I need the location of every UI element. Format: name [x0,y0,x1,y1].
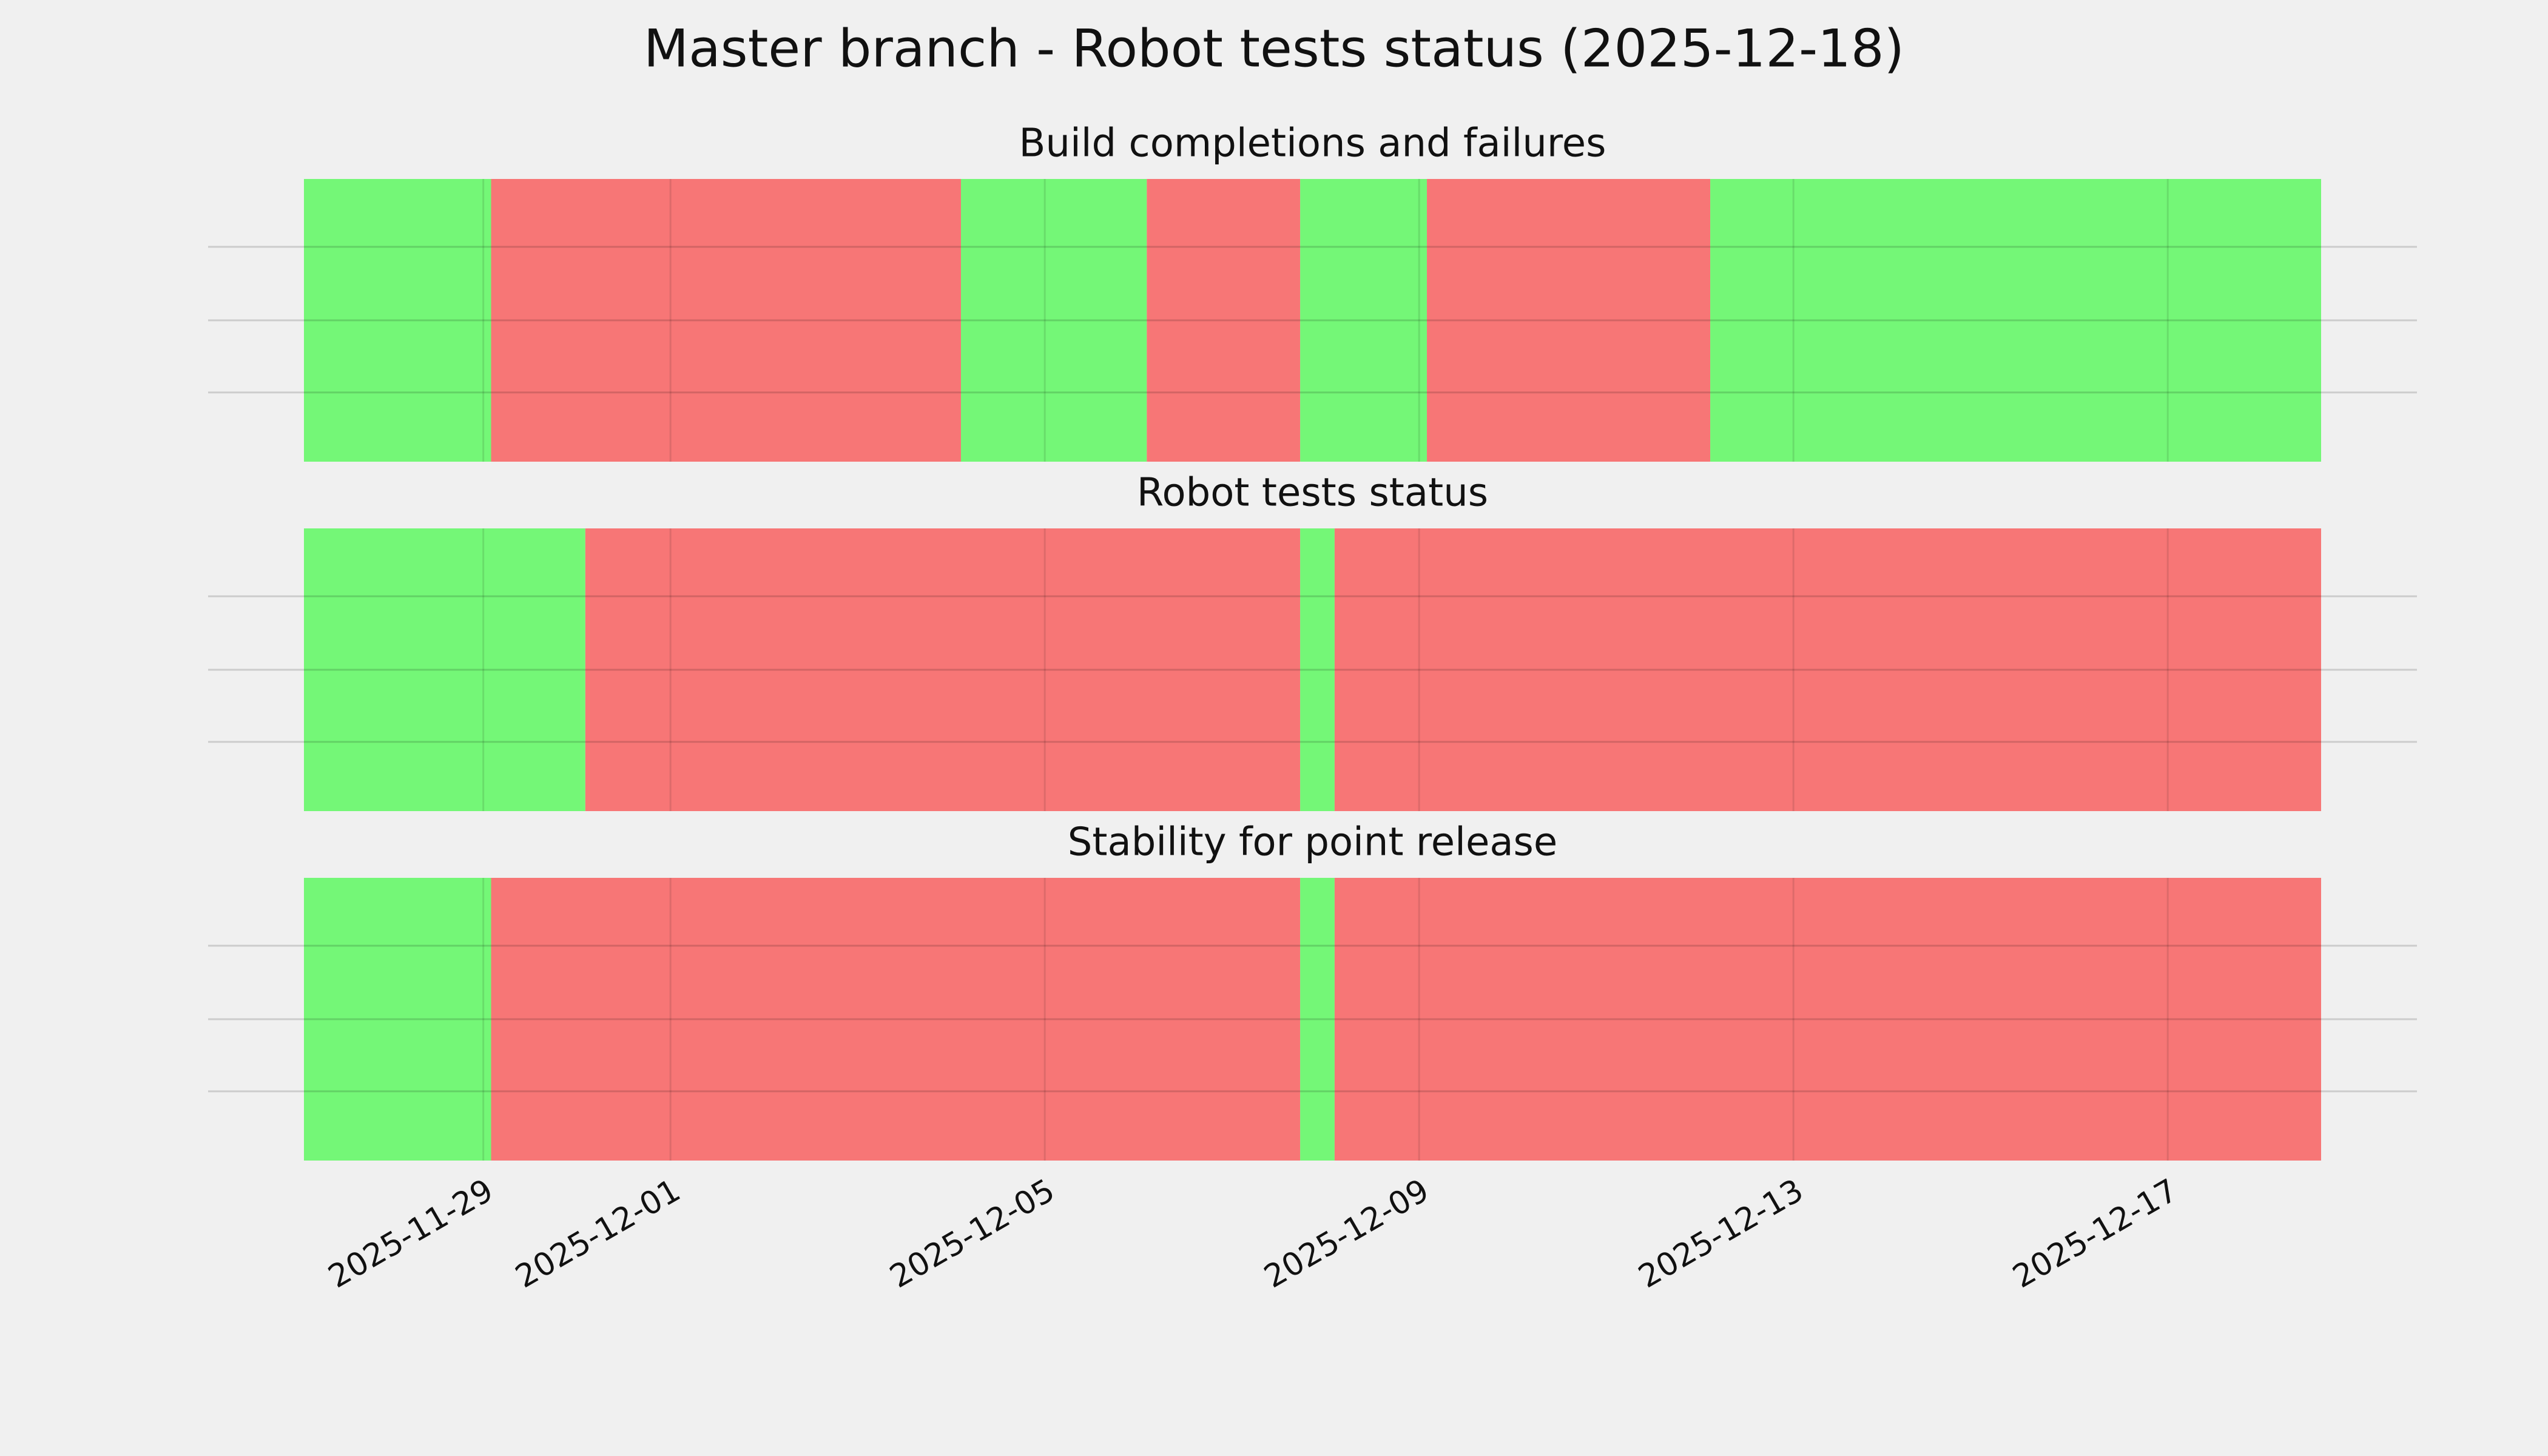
status-segment [1427,179,1711,462]
status-segment [1334,878,2321,1161]
status-segment [1300,528,1335,811]
panel-title: Build completions and failures [1019,121,1606,166]
status-segment [304,528,585,811]
status-segment [1147,179,1301,462]
status-segment [304,179,491,462]
status-segment [491,878,1301,1161]
panel-title: Stability for point release [1068,820,1558,865]
status-segment [491,179,961,462]
status-segment [1300,179,1427,462]
panel-title: Robot tests status [1137,471,1488,516]
status-segment [1300,878,1335,1161]
status-segment [304,878,491,1161]
status-segment [1334,528,2321,811]
status-segment [585,528,1301,811]
status-segment [1710,179,2321,462]
status-segment [960,179,1147,462]
chart-title: Master branch - Robot tests status (2025… [644,18,1904,79]
